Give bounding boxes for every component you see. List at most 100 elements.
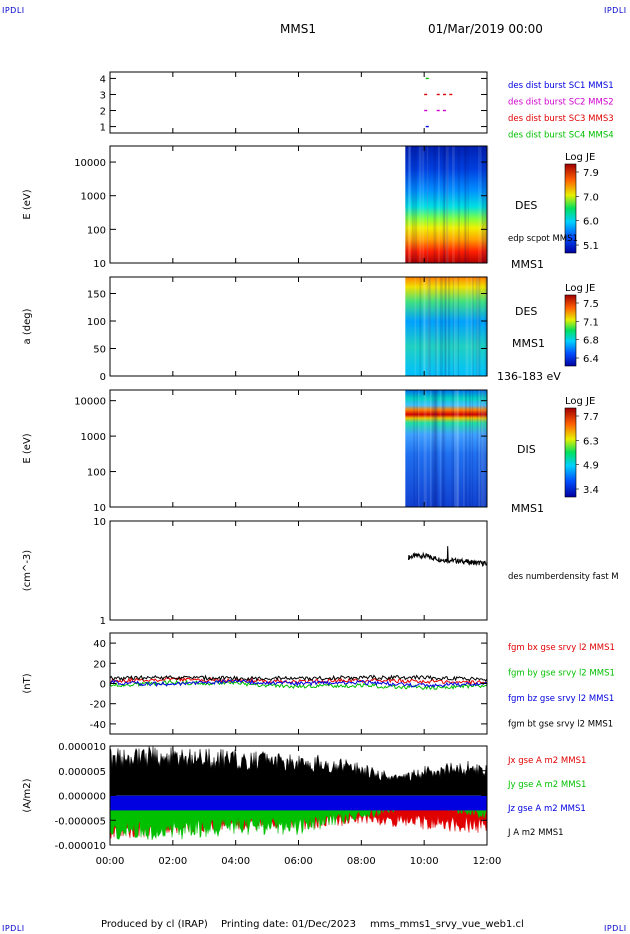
spectrogram-streak	[448, 277, 451, 376]
legend-entry: Jx gse A m2 MMS1	[507, 756, 586, 766]
spectrogram-streak	[476, 390, 479, 507]
y-tick-label: 20	[93, 659, 106, 670]
spectrogram-streak	[480, 390, 483, 507]
spectrogram-streak	[435, 390, 438, 507]
y-axis-label: (A/m2)	[22, 778, 33, 812]
event-mark	[425, 125, 429, 128]
spectrogram-streak	[427, 277, 431, 376]
spectrogram-streak	[469, 390, 471, 507]
corner-mark-bottom-left: IPDLI	[2, 924, 25, 933]
y-tick-label: 10000	[74, 397, 106, 408]
right-label: 136-183 eV	[497, 370, 561, 383]
spectrogram-streak	[433, 146, 437, 263]
spectrogram-streak	[427, 277, 430, 376]
spectrogram-streak	[456, 277, 458, 376]
legend-entry: J A m2 MMS1	[507, 828, 564, 838]
event-mark	[436, 93, 440, 96]
spectrogram-streak	[476, 277, 479, 376]
legend-entry: fgm by gse srvy l2 MMS1	[508, 669, 615, 679]
legend-entry: des dist burst SC2 MMS2	[508, 98, 614, 108]
y-tick-label: 0.000000	[58, 792, 106, 803]
spectrogram-streak	[443, 146, 446, 263]
spectrogram-streak	[431, 390, 434, 507]
event-mark	[424, 93, 428, 96]
y-tick-label: 2	[100, 107, 106, 118]
colorbar-tick-label: 4.9	[583, 461, 599, 472]
y-tick-label: 10000	[74, 158, 106, 169]
spectrogram-streak	[423, 390, 427, 507]
y-tick-label: 50	[93, 345, 106, 356]
footer-filename: mms_mms1_srvy_vue_web1.cl	[370, 919, 524, 930]
spectrogram-streak	[482, 146, 486, 263]
spectrogram-streak	[407, 146, 411, 263]
spectrogram-streak	[438, 146, 440, 263]
spectrogram-streak	[464, 390, 467, 507]
header-date: 01/Mar/2019 00:00	[428, 22, 543, 36]
x-tick-label: 08:00	[347, 856, 376, 867]
event-mark	[443, 109, 447, 112]
spectrogram-streak	[416, 390, 418, 507]
spectrogram-streak	[427, 146, 429, 263]
colorbar-tick-label: 7.5	[583, 299, 599, 310]
spectrogram-streak	[453, 277, 456, 376]
x-tick-label: 04:00	[221, 856, 250, 867]
spectrogram-streak	[463, 390, 465, 507]
spectrogram-streak	[434, 277, 437, 376]
spectrogram-streak	[472, 390, 473, 507]
spectrogram-streak	[483, 390, 486, 507]
spectrogram-streak	[413, 390, 416, 507]
event-mark	[424, 109, 428, 112]
series-area-j	[109, 746, 488, 796]
right-label: MMS1	[511, 258, 544, 271]
colorbar-tick-label: 5.1	[583, 241, 599, 252]
right-label: DES	[515, 305, 537, 318]
colorbar	[564, 163, 577, 254]
panel-frame	[109, 71, 488, 134]
colorbar	[564, 294, 577, 367]
colorbar-title: Log JE	[565, 152, 595, 163]
legend-entry: des numberdensity fast M	[508, 572, 619, 582]
spectrogram-block	[405, 277, 487, 376]
legend-entry: Jy gse A m2 MMS1	[507, 780, 586, 790]
y-tick-label: 0	[100, 680, 106, 691]
y-tick-label: 150	[87, 290, 106, 301]
footer-printing-date: Printing date: 01/Dec/2023	[221, 919, 357, 930]
spectrogram-streak	[465, 277, 469, 376]
legend-entry: fgm bx gse srvy l2 MMS1	[508, 643, 615, 653]
spectrogram-streak	[463, 146, 466, 263]
right-label: MMS1	[511, 502, 544, 515]
spectrogram-streak	[442, 146, 445, 263]
event-mark	[436, 109, 440, 112]
spectrogram-streak	[418, 390, 420, 507]
y-axis-label: E (eV)	[22, 433, 33, 463]
spectrogram-streak	[409, 146, 411, 263]
right-label: DES	[515, 199, 537, 212]
event-mark	[449, 93, 453, 96]
spectrogram-streak	[444, 277, 447, 376]
spectrogram-streak	[433, 390, 436, 507]
series-line-bt	[109, 674, 488, 682]
spectrogram-streak	[419, 277, 422, 376]
panel-frame	[109, 520, 488, 621]
spectrogram-streak	[445, 277, 448, 376]
y-tick-label: -0.000005	[55, 816, 106, 827]
spectrogram-streak	[414, 277, 416, 376]
spectrogram-streak	[472, 277, 474, 376]
y-tick-label: 100	[87, 225, 106, 236]
spectrogram-streak	[482, 390, 486, 507]
colorbar-tick-label: 3.4	[583, 485, 599, 496]
y-tick-label: 40	[93, 639, 106, 650]
spectrogram-streak	[442, 390, 446, 507]
colorbar-tick-label: 6.3	[583, 436, 599, 447]
legend-entry: fgm bt gse srvy l2 MMS1	[508, 720, 613, 730]
header-mission: MMS1	[280, 22, 316, 36]
spectrogram-streak	[465, 146, 467, 263]
spectrogram-streak	[452, 146, 455, 263]
spectrogram-streak	[411, 146, 414, 263]
y-axis-label: E (eV)	[22, 189, 33, 219]
legend-entry: Jz gse A m2 MMS1	[507, 804, 586, 814]
spectrogram-streak	[470, 277, 473, 376]
x-tick-label: 02:00	[158, 856, 187, 867]
spectrogram-streak	[426, 146, 429, 263]
legend-entry: fgm bz gse srvy l2 MMS1	[508, 694, 614, 704]
